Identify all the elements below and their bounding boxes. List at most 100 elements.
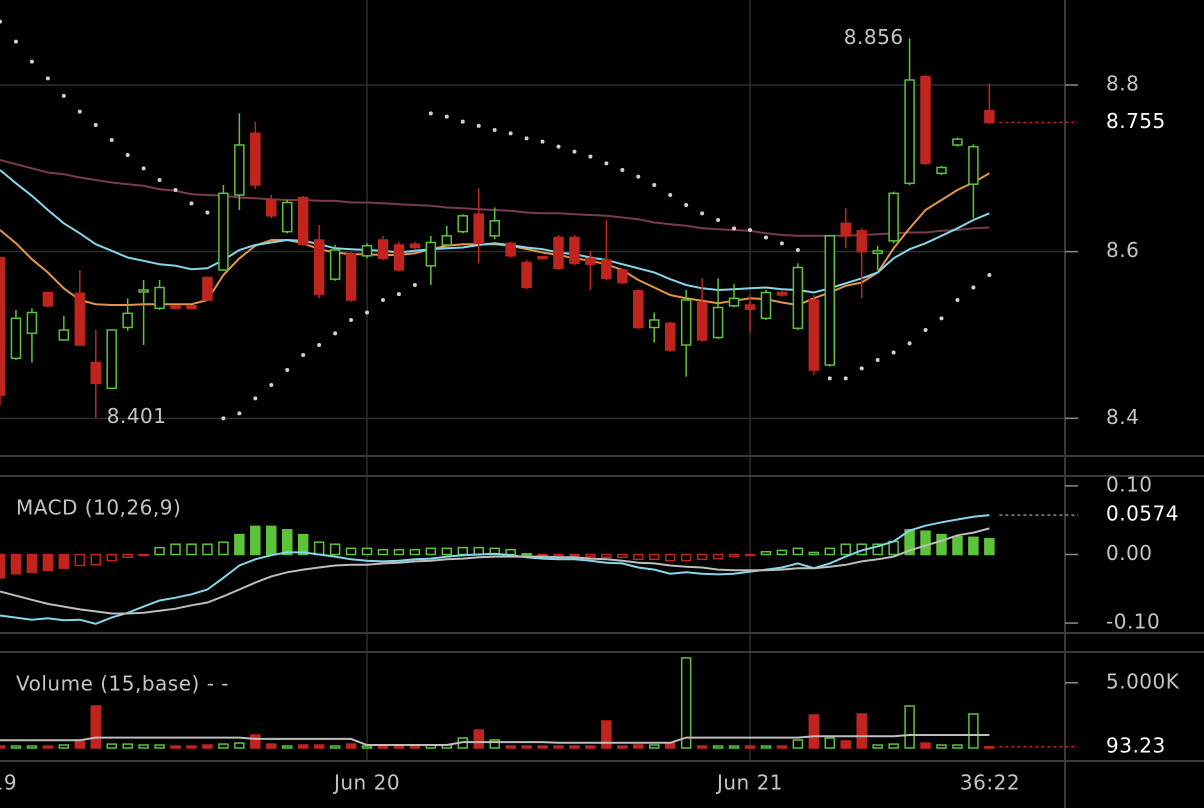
sar-dot [779, 241, 784, 246]
volume-bar [952, 744, 963, 749]
sar-dot [492, 128, 497, 132]
histogram-bar [744, 553, 756, 557]
sar-dot [907, 341, 912, 346]
volume-bar [329, 745, 341, 749]
candle-body [712, 306, 724, 339]
volume-bar [266, 743, 277, 749]
sar-dot [827, 376, 832, 381]
candle-body [10, 317, 22, 360]
candle-body [425, 241, 437, 267]
sar-dot [317, 343, 322, 347]
last-value-label: 0.0574 [1106, 502, 1179, 526]
volume-bar [904, 705, 915, 749]
histogram-bar [441, 547, 453, 556]
candle-body [936, 166, 947, 175]
volume-bar [888, 743, 899, 749]
volume-bar [856, 713, 867, 749]
histogram-bar [569, 553, 580, 557]
candle-body [186, 305, 197, 310]
histogram-bar [728, 553, 740, 558]
sar-dot [875, 358, 880, 362]
y-tick-label: -0.10 [1106, 610, 1160, 634]
candle-body [537, 255, 548, 260]
sar-dot [748, 228, 752, 232]
volume-bar [649, 744, 660, 749]
candle-body [122, 312, 133, 329]
candle-body [329, 249, 341, 280]
candle-body [202, 276, 213, 301]
sar-dot [891, 350, 896, 355]
histogram-bar [617, 553, 628, 558]
candle-body [218, 192, 229, 271]
histogram-bar [266, 525, 277, 556]
volume-bar [26, 745, 38, 749]
candle-body [409, 243, 421, 249]
candle-body [313, 239, 325, 295]
candle-body [345, 253, 357, 301]
sar-dot [141, 166, 146, 171]
candle-body [617, 269, 628, 284]
sar-dot [285, 368, 290, 372]
volume-bar [250, 734, 261, 749]
histogram-bar [329, 543, 341, 556]
histogram-bar [393, 548, 405, 556]
histogram-bar [457, 546, 469, 556]
candle-body [281, 201, 293, 233]
volume-bar [393, 745, 405, 749]
candle-body [58, 329, 70, 341]
sar-dot [269, 383, 274, 387]
sar-dot [971, 285, 976, 290]
sar-dot [987, 273, 992, 277]
histogram-bar [537, 553, 548, 557]
histogram-bar [808, 551, 820, 556]
sar-dot [460, 119, 465, 124]
histogram-bar [792, 547, 804, 556]
y-tick-label: 5.000K [1106, 669, 1180, 693]
indicator-line [0, 734, 990, 746]
sar-dot [125, 153, 130, 157]
candle-body [457, 215, 469, 233]
indicator-line [0, 169, 990, 294]
volume-bar [744, 745, 756, 749]
histogram-bar [202, 543, 213, 556]
histogram-bar [968, 536, 979, 556]
volume-pane [0, 657, 995, 749]
x-tick-label: Jun 19 [0, 771, 17, 795]
volume-bar [601, 720, 612, 749]
candle-body [441, 235, 453, 246]
price-pane [0, 19, 995, 421]
candle-body [361, 245, 373, 257]
volume-bar [281, 745, 293, 749]
volume-bar [10, 745, 22, 749]
sar-dot [380, 298, 385, 302]
histogram-bar [409, 548, 421, 556]
sar-dot [572, 149, 577, 154]
sar-dot [93, 123, 98, 127]
candle-body [601, 259, 612, 280]
macd-pane [0, 514, 995, 625]
sar-dot [412, 283, 417, 287]
volume-bar [297, 744, 309, 749]
candle-body [872, 250, 883, 255]
histogram-bar [696, 553, 708, 561]
sar-dot [61, 93, 66, 98]
candle-body [553, 236, 564, 270]
volume-bar [106, 743, 117, 749]
histogram-bar [649, 553, 660, 561]
candle-body [138, 289, 149, 293]
candle-body [776, 291, 788, 296]
histogram-bar [505, 548, 516, 556]
volume-bar [633, 744, 644, 749]
candle-body [840, 222, 851, 237]
candle-body [952, 138, 963, 146]
histogram-bar [633, 553, 644, 561]
candle-body [170, 305, 181, 310]
sar-dot [668, 193, 673, 197]
volume-bar [0, 745, 6, 749]
histogram-bar [218, 541, 229, 556]
candle-body [473, 213, 484, 245]
candle-body [90, 361, 101, 385]
candle-body [569, 236, 580, 265]
sar-dot [636, 174, 641, 179]
